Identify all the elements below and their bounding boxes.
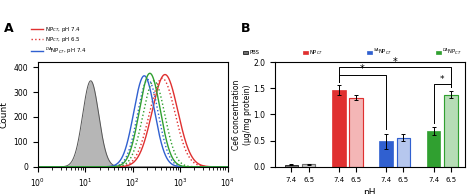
Y-axis label: Count: Count [0, 101, 8, 128]
Text: *: * [440, 74, 445, 84]
Bar [427, 131, 440, 167]
Bar [349, 98, 363, 167]
Bar [444, 94, 458, 167]
Bar [284, 165, 298, 167]
Bar [302, 164, 316, 167]
Legend: NP$_{CT}$, pH 7.4, NP$_{CT}$, pH 6.5, $^{DA}$NP$_{CT}$, pH 7.4, $^{SA}$NP$_{CT}$: NP$_{CT}$, pH 7.4, NP$_{CT}$, pH 6.5, $^… [31, 23, 474, 57]
Bar [332, 90, 346, 167]
Bar [349, 98, 363, 167]
X-axis label: pH: pH [364, 188, 376, 194]
Text: *: * [360, 64, 365, 74]
Bar [379, 141, 393, 167]
Bar [397, 138, 410, 167]
Legend: PBS, NP$_{CT}$, $^{SA}$NP$_{CT}$, $^{DA}$NP$_{CT}$: PBS, NP$_{CT}$, $^{SA}$NP$_{CT}$, $^{DA}… [244, 47, 462, 57]
Text: A: A [4, 22, 13, 35]
Text: B: B [241, 22, 250, 35]
Bar [302, 164, 316, 167]
Text: *: * [392, 57, 397, 67]
Bar [444, 94, 458, 167]
Bar [397, 138, 410, 167]
Y-axis label: Ce6 concentration
(μg/mg protein): Ce6 concentration (μg/mg protein) [232, 79, 252, 150]
